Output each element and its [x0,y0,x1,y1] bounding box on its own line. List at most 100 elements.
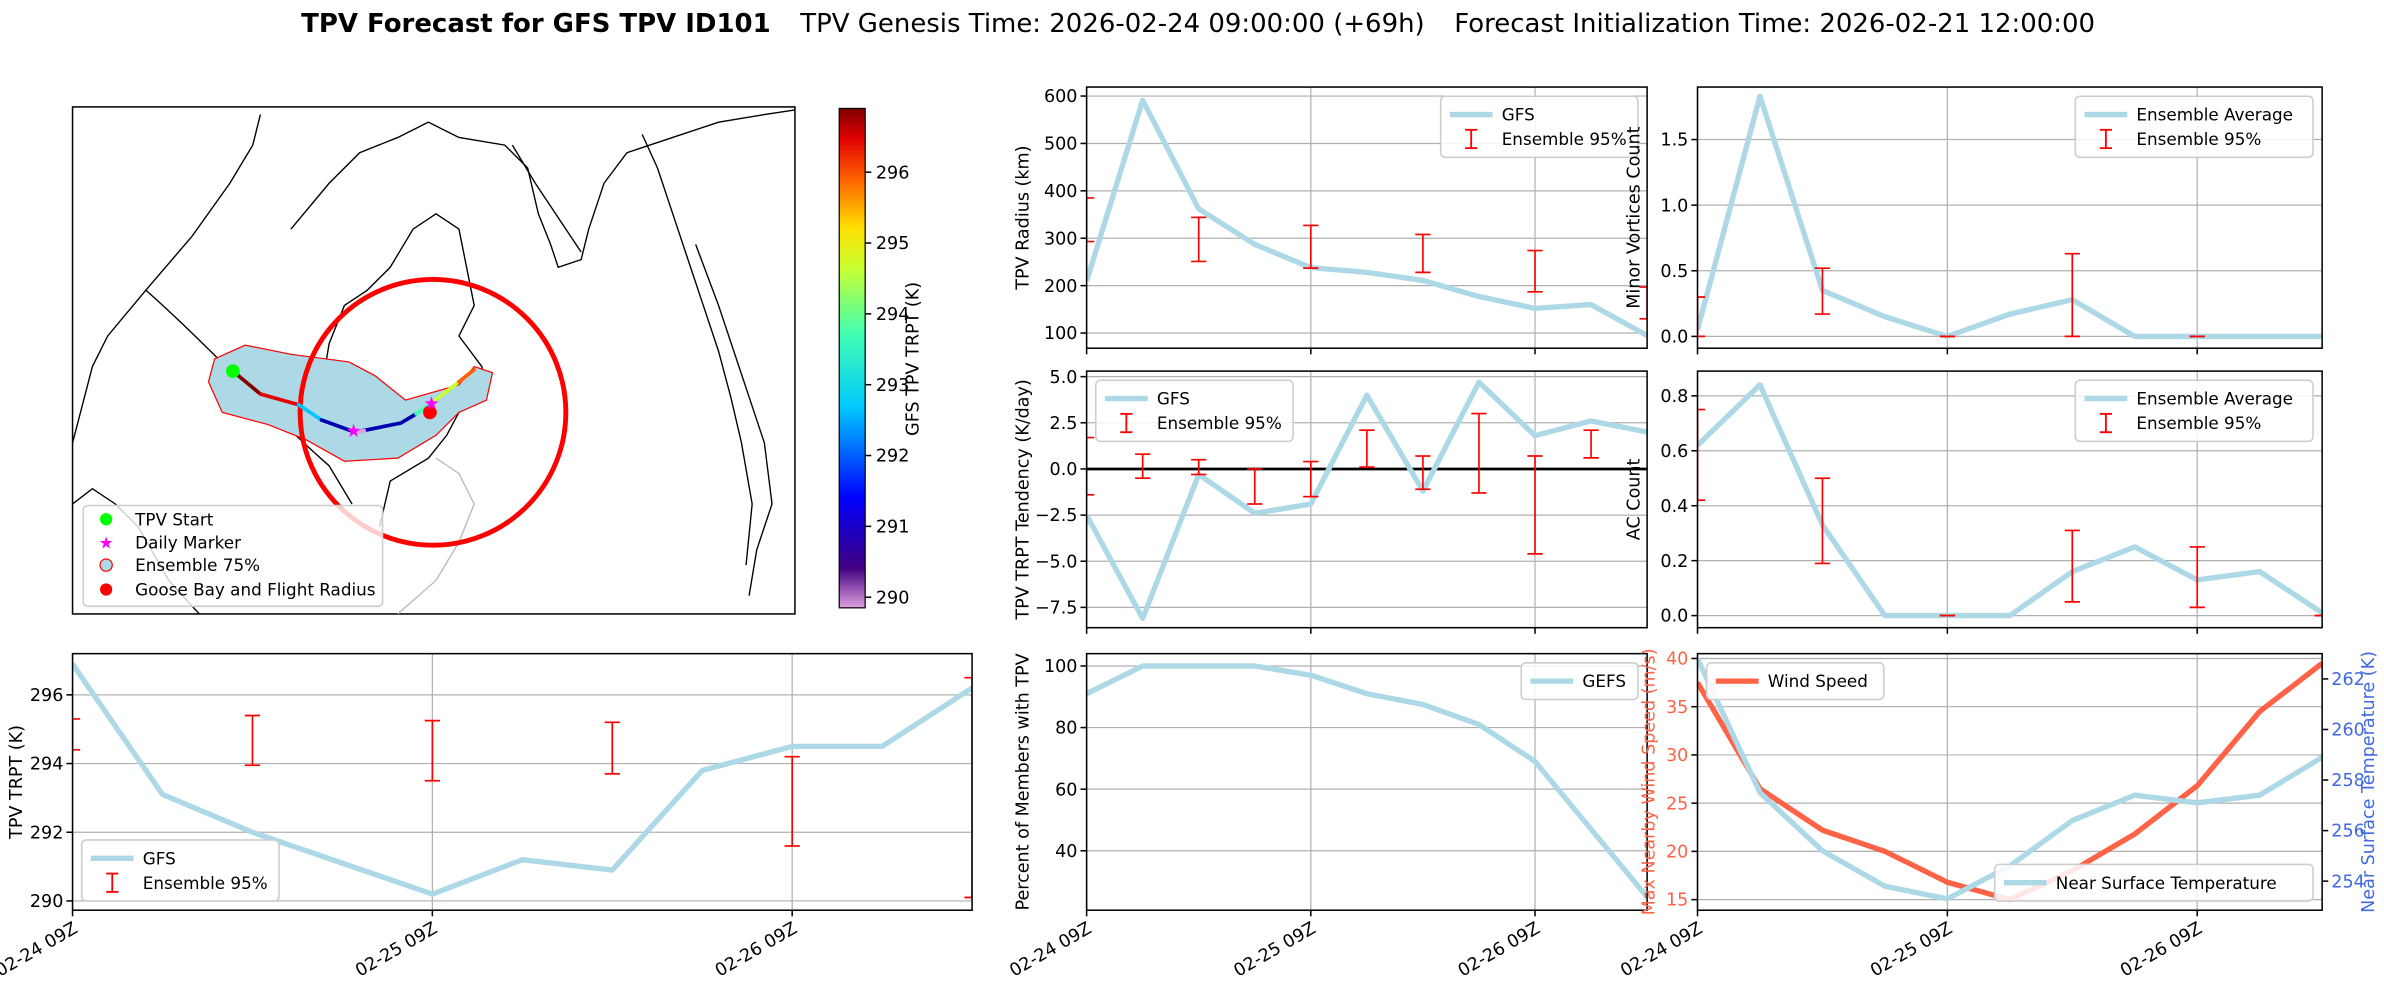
x-tick-label: 02-26 09Z [712,919,801,982]
errorbar [2064,529,2080,603]
errorbar [1086,197,1095,243]
errorbar [1247,468,1263,505]
axes-frame [1696,370,2323,629]
y-tick-label: 20 [1666,842,1688,862]
y-tick-label: −7.5 [1035,598,1078,618]
coastline-east [397,457,475,614]
track-map: ★ ★ TPV Start ★ Daily Marker Ensemble 75… [71,106,924,615]
y-tick-label: 0.2 [1660,552,1688,572]
y-tick-label: 1.0 [1660,196,1688,216]
legend: Near Surface Temperature [1993,863,2314,902]
errorbar [1697,408,1706,502]
y-axis-label: TPV TRPT Tendency (K/day) [1014,379,1034,620]
y-tick-label: −2.5 [1035,506,1078,526]
plot-area [1697,382,2323,619]
legend-label: Near Surface Temperature [2056,873,2277,893]
errorbar [784,755,800,847]
ensemble-75-area [207,344,494,462]
title-init: Forecast Initialization Time: 2026-02-21… [1454,9,2095,39]
y2-tick-label: 262 [2331,670,2365,690]
legend-box [1520,662,1639,701]
axes-frame [1085,86,1648,349]
legend-errorbar-swatch [1465,128,1478,150]
legend-label: GFS [143,848,176,868]
y-tick-label: 15 [1666,891,1688,911]
y-tick-label: 40 [1666,650,1688,670]
legend-box [2074,95,2314,159]
errorbar [1359,429,1375,468]
legend-errorbar-swatch [2099,412,2112,434]
legend: GFS Ensemble 95% [1095,379,1294,443]
errorbar [1527,455,1543,555]
plot-area [1697,93,2323,340]
series-line-ensemble-average [1697,93,2323,340]
legend-label: Ensemble 95% [2136,129,2261,149]
legend-label: Ensemble 95% [143,873,268,893]
errorbar [1086,436,1095,496]
errorbar [1135,453,1151,480]
errorbar [1471,412,1487,494]
y-tick-label: 35 [1666,698,1688,718]
legend: GFS Ensemble 95% [80,839,280,902]
legend-errorbar-swatch [1120,412,1133,434]
legend-label: Ensemble Average [2136,389,2293,409]
legend: Ensemble Average Ensemble 95% [2074,95,2314,159]
legend-box [1993,863,2314,902]
legend-box [1095,379,1294,443]
series-line-gefs [1086,663,1648,899]
chart-trpt: 02-24 09Z 02-25 09Z 02-26 09Z 290 292 294 296T… [0,652,973,982]
daily-marker-star: ★ [423,393,439,414]
errorbar [2189,546,2205,609]
x-tick-label: 02-25 09Z [1867,919,1956,982]
y-tick-label: 0.0 [1660,607,1688,627]
errorbar [1191,458,1207,476]
y-tick-label: 0.8 [1660,387,1688,407]
series-line-ensemble-average [1697,382,2323,619]
series-line-gfs [72,662,973,897]
errorbar [1303,224,1319,269]
colorbar-tick-label: 292 [876,447,910,467]
plot-area [1086,663,1648,899]
daily-marker-legend-icon: ★ [99,532,114,552]
legend-label: Ensemble Average [2136,105,2293,125]
y-axis-label: Max Nearby Wind Speed (m/s) [1640,648,1660,915]
chart-tendency: −7.5 −5.0 −2.5 0.0 2.5 5.0 TPV TRPT Tendency (… [1014,368,1648,634]
errorbar [1191,216,1207,263]
y-tick-label: 100 [1044,657,1078,677]
legend-box [1705,662,1885,701]
legend-label: GEFS [1582,671,1626,691]
legend-box [1439,95,1639,159]
legend-label: GFS [1502,105,1535,125]
colorbar-tick-label: 294 [876,305,910,325]
goose-bay-legend-icon [100,583,113,596]
y2-tick-label: 260 [2331,721,2365,741]
y-tick-label: 30 [1666,746,1688,766]
y-tick-label: 1.5 [1660,131,1688,151]
legend: Wind Speed [1705,662,1885,701]
errorbar [964,676,973,899]
y-axis-label: Percent of Members with TPV [1014,653,1034,910]
title-main: TPV Forecast for GFS TPV ID101 [301,9,770,39]
legend-label: Daily Marker [135,532,241,552]
y-axis-label: AC Count [1624,458,1644,540]
colorbar-gradient [838,107,866,609]
chart-wind-temp: 02-24 09Z 02-25 09Z 02-26 09Z 15 20 25 30 35 40 M… [1617,648,2379,981]
colorbar-tick-label: 296 [876,163,910,183]
tpv-start-marker [226,364,240,378]
y-tick-label: 100 [1044,324,1078,344]
legend-label: TPV Start [134,509,214,529]
legend-label: Goose Bay and Flight Radius [135,580,375,600]
chart-radius: 100 200 300 400 500 600 TPV Radius (km) GFS Ense… [1014,86,1648,355]
y-tick-label: 294 [30,755,64,775]
y-tick-label: 80 [1055,719,1077,739]
errorbar [2064,252,2080,338]
y2-tick-label: 258 [2331,771,2365,791]
y-tick-label: 300 [1044,229,1078,249]
legend-label: Ensemble 95% [1502,129,1627,149]
axes-frame [1696,86,2323,349]
legend-errorbar-swatch [2099,128,2112,150]
colorbar-label: GFS TPV TRPT (K) [904,282,924,436]
y-axis-label: TPV Radius (km) [1014,146,1034,291]
